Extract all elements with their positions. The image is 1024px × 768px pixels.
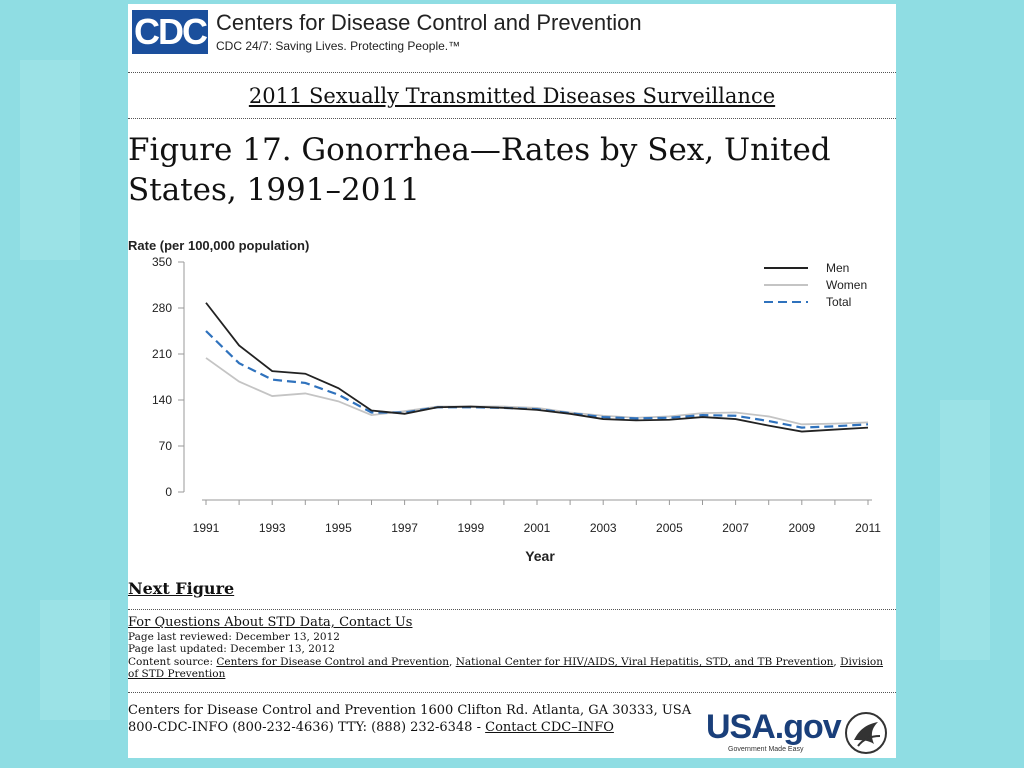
- x-tick-label: 2007: [722, 521, 749, 535]
- y-tick-label: 70: [159, 439, 173, 453]
- y-tick-label: 350: [152, 255, 172, 269]
- report-title-link[interactable]: 2011 Sexually Transmitted Diseases Surve…: [248, 84, 776, 108]
- x-tick-label: 2005: [656, 521, 683, 535]
- tagline: CDC 24/7: Saving Lives. Protecting Peopl…: [216, 39, 461, 53]
- divider: [128, 609, 896, 610]
- source-link-dstdp[interactable]: Division of STD Prevention: [128, 656, 884, 680]
- series-line-men: [205, 302, 869, 433]
- usagov-subtext: Government Made Easy: [728, 746, 804, 753]
- contact-link[interactable]: For Questions About STD Data, Contact Us: [128, 615, 413, 630]
- x-axis-label: Year: [525, 548, 555, 564]
- content-source-label: Content source:: [128, 656, 213, 668]
- x-tick-label: 1993: [259, 521, 286, 535]
- line-chart: Rate (per 100,000 population) 0 70 140 210 2…: [128, 238, 881, 564]
- contact-cdc-info-link[interactable]: Contact CDC–INFO: [485, 720, 614, 735]
- source-link-nchhstp[interactable]: National Center for HIV/AIDS, Viral Hepa…: [455, 656, 834, 668]
- page-updated: Page last updated: December 13, 2012: [128, 643, 335, 655]
- x-tick-label: 2011: [855, 521, 881, 535]
- y-axis-label: Rate (per 100,000 population): [128, 238, 309, 253]
- org-name: Centers for Disease Control and Preventi…: [216, 10, 642, 35]
- y-tick-label: 0: [165, 485, 172, 499]
- divider: [128, 118, 896, 119]
- slide-page: CDC Centers for Disease Control and Prev…: [128, 4, 896, 758]
- footer-phone: 800-CDC-INFO (800-232-4636) TTY: (888) 2…: [128, 720, 614, 735]
- background-texture: [40, 600, 110, 720]
- x-tick-label: 1991: [193, 521, 220, 535]
- x-tick-label: 1999: [457, 521, 484, 535]
- x-tick-label: 2009: [788, 521, 815, 535]
- background-texture: [20, 60, 80, 260]
- x-tick-label: 2003: [590, 521, 617, 535]
- next-figure-link[interactable]: Next Figure: [128, 579, 235, 598]
- x-tick-label: 2001: [524, 521, 551, 535]
- usagov-text: USA.gov: [706, 708, 842, 746]
- series-line-women: [205, 357, 869, 426]
- y-tick-label: 140: [152, 393, 172, 407]
- x-tick-label: 1997: [391, 521, 418, 535]
- footer-address: Centers for Disease Control and Preventi…: [128, 703, 692, 718]
- figure-title: Figure 17. Gonorrhea—Rates by Sex, Unite…: [128, 132, 831, 208]
- legend-label-total: Total: [826, 295, 851, 309]
- source-link-cdc[interactable]: Centers for Disease Control and Preventi…: [216, 656, 449, 668]
- content-source: Content source: Centers for Disease Cont…: [128, 656, 884, 680]
- cdc-logo[interactable]: CDC: [132, 10, 208, 54]
- page-reviewed: Page last reviewed: December 13, 2012: [128, 631, 340, 643]
- legend-label-women: Women: [826, 278, 867, 292]
- divider: [128, 72, 896, 73]
- legend-label-men: Men: [826, 261, 849, 275]
- y-tick-label: 280: [152, 301, 172, 315]
- divider: [128, 692, 896, 693]
- background-texture: [940, 400, 990, 660]
- series-line-total: [205, 330, 869, 429]
- hhs-eagle-icon[interactable]: [844, 710, 888, 756]
- phone-text: 800-CDC-INFO (800-232-4636) TTY: (888) 2…: [128, 720, 486, 735]
- x-tick-label: 1995: [325, 521, 352, 535]
- usagov-logo[interactable]: USA.gov Government Made Easy: [698, 708, 842, 756]
- y-tick-label: 210: [152, 347, 172, 361]
